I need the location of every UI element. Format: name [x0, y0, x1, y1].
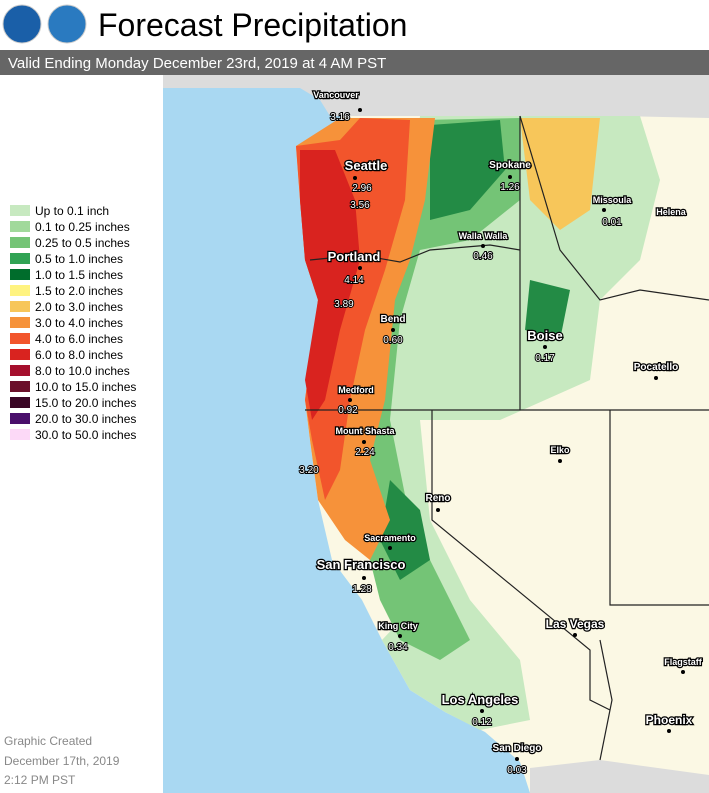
canada — [163, 75, 709, 118]
amount-label: 4.14 — [344, 275, 364, 286]
legend-label: 0.5 to 1.0 inches — [35, 252, 123, 266]
legend-swatch — [10, 205, 30, 216]
city-label: Pocatello — [634, 362, 678, 373]
amount-label: 2.96 — [352, 183, 372, 194]
legend-swatch — [10, 333, 30, 344]
title: Forecast Precipitation — [98, 7, 407, 43]
amount-label: 0.01 — [602, 217, 622, 228]
city-label: King City — [378, 621, 418, 631]
amount-label: 0.12 — [472, 717, 492, 728]
city-label: Los Angeles — [442, 692, 519, 707]
legend-swatch — [10, 253, 30, 264]
precip-light — [382, 116, 660, 730]
mexico — [530, 760, 709, 793]
footer-line: 2:12 PM PST — [4, 773, 76, 787]
city-label: Helena — [656, 207, 687, 217]
legend-panel — [0, 0, 163, 793]
legend-swatch — [10, 381, 30, 392]
legend-swatch — [10, 237, 30, 248]
legend-swatch — [10, 285, 30, 296]
amount-label: 2.24 — [355, 447, 375, 458]
footer-line: Graphic Created — [4, 734, 92, 748]
city-label: Missoula — [593, 195, 633, 205]
legend-label: 4.0 to 6.0 inches — [35, 332, 123, 346]
legend-label: 1.5 to 2.0 inches — [35, 284, 123, 298]
city-label: Boise — [527, 328, 562, 343]
legend-label: 30.0 to 50.0 inches — [35, 428, 136, 442]
amount-labels: 3.16 2.96 3.56 1.26 0.01 0.46 4.14 3.89 … — [298, 111, 623, 777]
state-borders — [305, 115, 709, 761]
city-label: Las Vegas — [546, 617, 605, 631]
precip-dark-green — [380, 120, 570, 580]
amount-label: 3.20 — [299, 465, 319, 476]
amount-label: 0.92 — [338, 405, 358, 416]
city-label: Medford — [338, 385, 374, 395]
amount-label: 0.17 — [535, 353, 555, 364]
legend-label: 20.0 to 30.0 inches — [35, 412, 136, 426]
amount-label: 1.26 — [500, 182, 520, 193]
city-label: Sacramento — [364, 533, 416, 543]
city-label: Flagstaff — [664, 657, 703, 667]
city-label: Bend — [381, 314, 406, 325]
legend-swatch — [10, 397, 30, 408]
city-label: Walla Walla — [459, 231, 509, 241]
legend-label: 15.0 to 20.0 inches — [35, 396, 136, 410]
legend-label: 2.0 to 3.0 inches — [35, 300, 123, 314]
legend-label: 6.0 to 8.0 inches — [35, 348, 123, 362]
city-label: Mount Shasta — [335, 426, 395, 436]
subtitle-bar — [0, 50, 709, 75]
amount-label: 0.34 — [388, 642, 408, 653]
city-labels: Vancouver Seattle Spokane Missoula Helen… — [312, 89, 704, 756]
city-label: San Francisco — [317, 557, 406, 572]
city-label: Vancouver — [313, 90, 359, 100]
city-label: Elko — [550, 445, 570, 455]
precip-idaho — [520, 118, 600, 230]
noaa-logo — [2, 4, 42, 44]
legend-label: 3.0 to 4.0 inches — [35, 316, 123, 330]
footer-line: December 17th, 2019 — [4, 754, 120, 768]
precip-red — [300, 150, 360, 420]
legend-swatch — [10, 413, 30, 424]
amount-label: 3.89 — [334, 299, 354, 310]
city-label: Portland — [328, 249, 381, 264]
amount-label: 3.56 — [350, 200, 370, 211]
amount-label: 0.46 — [473, 251, 493, 262]
amount-label: 3.16 — [330, 112, 350, 123]
city-label: Reno — [426, 493, 451, 504]
legend-label: 0.25 to 0.5 inches — [35, 236, 130, 250]
nws-logo — [47, 4, 87, 44]
legend-label: 10.0 to 15.0 inches — [35, 380, 136, 394]
amount-label: 1.28 — [352, 584, 372, 595]
legend-label: 0.1 to 0.25 inches — [35, 220, 130, 234]
legend-label: Up to 0.1 inch — [35, 204, 109, 218]
legend-swatch — [10, 269, 30, 280]
city-label: Spokane — [489, 160, 531, 171]
city-label: Phoenix — [646, 713, 693, 727]
city-label: Seattle — [345, 158, 388, 173]
legend: Up to 0.1 inch 0.1 to 0.25 inches 0.25 to … — [10, 204, 136, 442]
subtitle: Valid Ending Monday December 23rd, 2019 … — [8, 55, 386, 72]
legend-swatch — [10, 349, 30, 360]
legend-swatch — [10, 317, 30, 328]
legend-swatch — [10, 221, 30, 232]
amount-label: 0.60 — [383, 335, 403, 346]
legend-swatch — [10, 301, 30, 312]
legend-swatch — [10, 365, 30, 376]
legend-label: 8.0 to 10.0 inches — [35, 364, 130, 378]
city-dots — [348, 108, 685, 761]
legend-label: 1.0 to 1.5 inches — [35, 268, 123, 282]
amount-label: 0.03 — [507, 765, 527, 776]
city-label: San Diego — [493, 743, 542, 754]
legend-swatch — [10, 429, 30, 440]
